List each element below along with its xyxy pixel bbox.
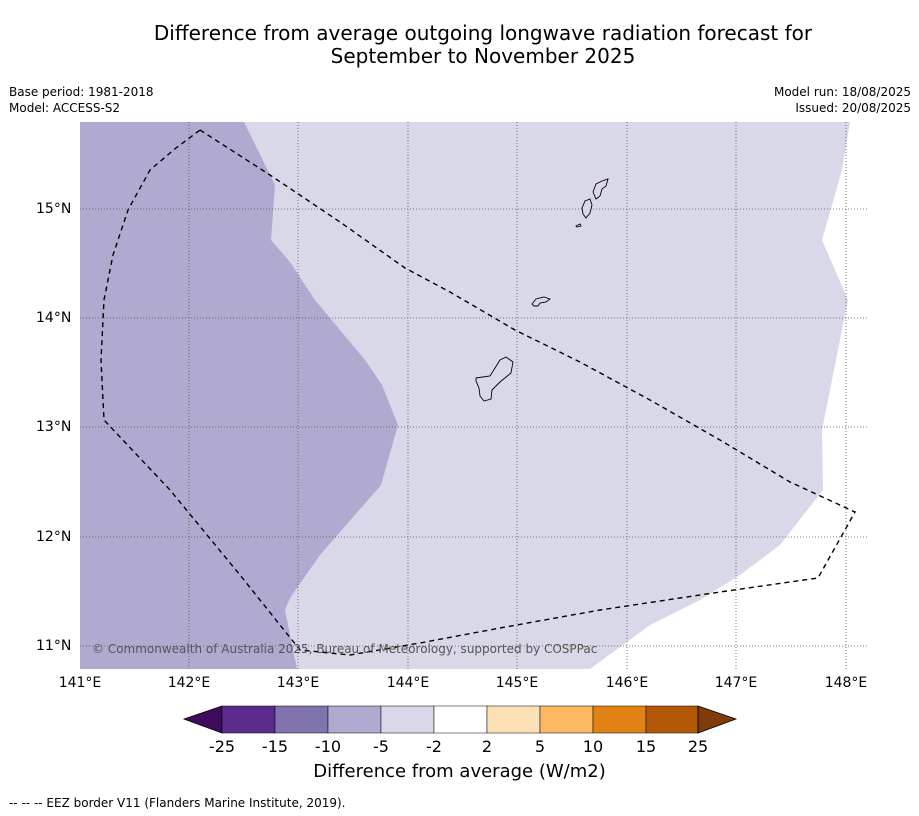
- title-line-1: Difference from average outgoing longwav…: [153, 21, 813, 45]
- footer-note: -- -- -- EEZ border V11 (Flanders Marine…: [9, 796, 346, 810]
- lat-label: 11°N: [36, 638, 72, 654]
- lat-label: 14°N: [36, 310, 72, 326]
- title-line-2: September to November 2025: [330, 44, 636, 68]
- lon-label: 144°E: [386, 675, 430, 691]
- island-saipan: [592, 178, 609, 200]
- islands: [475, 178, 609, 402]
- lon-label: 148°E: [824, 675, 868, 691]
- eez-border: [100, 129, 856, 656]
- gridlines: [80, 122, 867, 669]
- colorbar-tick: 5: [534, 737, 546, 756]
- colorbar-seg: [433, 705, 488, 734]
- colorbar-tick: 25: [687, 737, 709, 756]
- colorbar-tick: -25: [208, 737, 236, 756]
- island-rota: [531, 296, 551, 307]
- lon-label: 141°E: [58, 675, 102, 691]
- issued-date: Issued: 20/08/2025: [795, 101, 911, 115]
- colorbar-seg: [221, 705, 276, 734]
- island-tinian: [581, 198, 593, 219]
- colorbar-seg: [274, 705, 329, 734]
- colorbar-tick: -10: [314, 737, 342, 756]
- island-aguijan: [575, 223, 582, 228]
- lon-label: 142°E: [167, 675, 211, 691]
- colorbar-extend-high: [697, 705, 738, 734]
- colorbar-seg: [539, 705, 594, 734]
- meta-left: Base period: 1981-2018 Model: ACCESS-S2: [9, 84, 154, 116]
- lat-label: 13°N: [36, 419, 72, 435]
- colorbar-tick: 15: [635, 737, 657, 756]
- colorbar-tick: 10: [582, 737, 604, 756]
- lon-label: 143°E: [276, 675, 320, 691]
- colorbar-seg: [592, 705, 647, 734]
- colorbar-seg: [380, 705, 435, 734]
- colorbar-tick: -5: [373, 737, 389, 756]
- colorbar: [182, 705, 738, 734]
- model-run: Model run: 18/08/2025: [773, 85, 911, 99]
- colorbar-tick: 2: [481, 737, 493, 756]
- region-minus10-to-minus5: [80, 122, 398, 669]
- lat-label: 15°N: [36, 201, 72, 217]
- colorbar-title: Difference from average (W/m2): [313, 761, 606, 782]
- model-name: Model: ACCESS-S2: [9, 101, 121, 115]
- colorbar-tick: -15: [261, 737, 289, 756]
- lon-label: 145°E: [495, 675, 539, 691]
- meta-right: Model run: 18/08/2025 Issued: 20/08/2025: [774, 84, 911, 116]
- base-period: Base period: 1981-2018: [9, 85, 154, 99]
- colorbar-seg: [645, 705, 699, 734]
- colorbar-tick: -2: [426, 737, 442, 756]
- colorbar-seg: [327, 705, 382, 734]
- chart-title: Difference from average outgoing longwav…: [0, 22, 919, 68]
- lon-label: 147°E: [714, 675, 758, 691]
- colorbar-extend-low: [182, 705, 223, 734]
- copyright-notice: © Commonwealth of Australia 2025, Bureau…: [92, 642, 598, 656]
- colorbar-seg: [486, 705, 541, 734]
- lon-label: 146°E: [605, 675, 649, 691]
- lat-label: 12°N: [36, 529, 72, 545]
- island-guam: [475, 356, 514, 402]
